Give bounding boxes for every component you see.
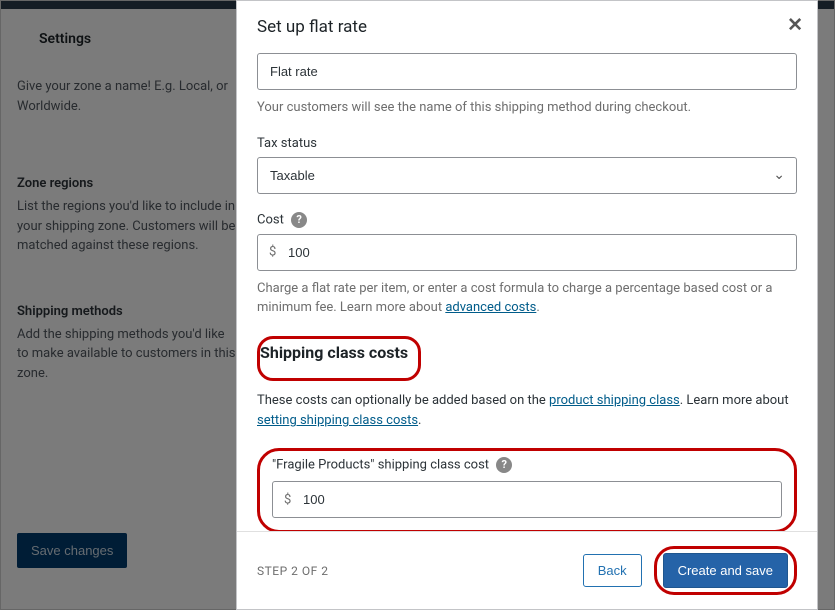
step-indicator: STEP 2 OF 2 [257,564,328,578]
close-icon[interactable]: ✕ [787,13,803,36]
currency-symbol: $ [269,245,276,260]
tax-status-select[interactable]: Taxable [257,157,797,194]
highlight-annotation: "Fragile Products" shipping class cost ?… [257,448,797,531]
modal-title: Set up flat rate [257,17,797,37]
advanced-costs-link[interactable]: advanced costs [445,300,536,315]
create-and-save-button[interactable]: Create and save [663,553,788,588]
back-button[interactable]: Back [583,554,642,587]
method-title-input[interactable] [257,53,797,90]
help-icon[interactable]: ? [291,212,307,228]
shipping-class-costs-desc: These costs can optionally be added base… [257,391,797,433]
cost-label: Cost ? [257,212,797,228]
method-title-help: Your customers will see the name of this… [257,98,797,118]
tax-status-label: Tax status [257,136,797,151]
currency-symbol: $ [284,492,291,507]
fragile-cost-label: "Fragile Products" shipping class cost ? [272,457,782,473]
modal-header: Set up flat rate ✕ [237,1,817,47]
cost-help-text: Charge a flat rate per item, or enter a … [257,279,797,318]
modal-footer: STEP 2 OF 2 Back Create and save [237,531,817,609]
highlight-annotation: Shipping class costs [257,336,421,381]
cost-input[interactable] [257,234,797,271]
flat-rate-modal: Set up flat rate ✕ Your customers will s… [236,0,818,610]
shipping-class-costs-heading: Shipping class costs [260,343,408,362]
highlight-annotation: Create and save [654,546,797,595]
modal-body: Your customers will see the name of this… [237,47,817,531]
help-icon[interactable]: ? [496,457,512,473]
product-shipping-class-link[interactable]: product shipping class [549,393,680,408]
setting-shipping-class-costs-link[interactable]: setting shipping class costs [257,413,418,428]
fragile-cost-input[interactable] [272,481,782,518]
